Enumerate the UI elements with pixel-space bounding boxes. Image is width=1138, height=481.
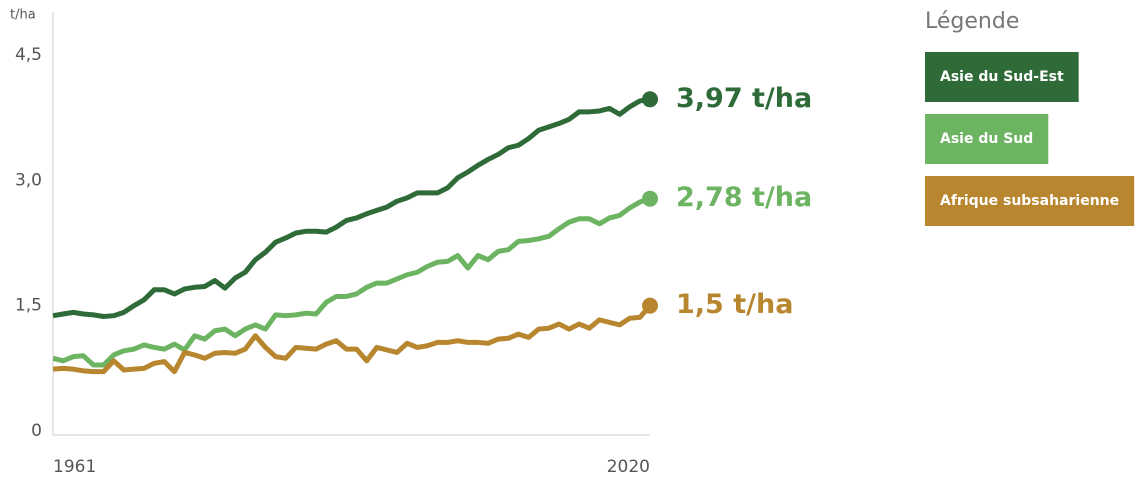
y-tick-label: 0 <box>31 421 42 441</box>
end-label: 3,97 t/ha <box>676 83 812 114</box>
legend-swatch <box>925 114 1049 164</box>
end-dot <box>642 91 658 108</box>
y-unit: t/ha <box>10 8 36 23</box>
x-tick-label: 2020 <box>607 457 650 477</box>
end-dot <box>642 190 658 207</box>
end-label: 1,5 t/ha <box>676 289 793 320</box>
legend-label: Afrique subsaharienne <box>940 193 1119 209</box>
y-tick-label: 4,5 <box>15 45 42 65</box>
end-label: 2,78 t/ha <box>676 182 812 213</box>
series-line <box>52 304 652 375</box>
legend-label: Asie du Sud-Est <box>940 69 1064 85</box>
legend-label: Asie du Sud <box>940 131 1033 147</box>
series-line <box>52 196 651 368</box>
legend-swatch <box>925 176 1135 226</box>
legend-title: Légende <box>925 9 1019 34</box>
end-dot <box>642 297 658 314</box>
y-tick-label: 1,5 <box>15 296 42 316</box>
y-tick-label: 3,0 <box>15 170 42 190</box>
legend-swatch <box>925 52 1079 102</box>
x-tick-label: 1961 <box>53 457 96 477</box>
series-line <box>52 96 651 320</box>
